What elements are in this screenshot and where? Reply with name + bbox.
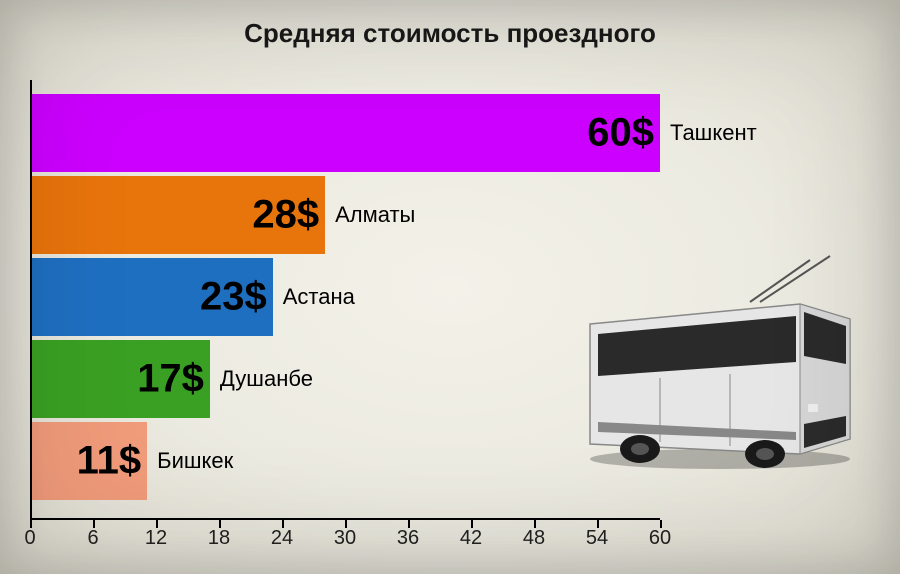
bar-value-label: 28$ — [252, 193, 319, 238]
x-tick-label: 48 — [523, 527, 545, 550]
x-tick-label: 36 — [397, 527, 419, 550]
x-tick-label: 12 — [145, 527, 167, 550]
bar-value-label: 11$ — [77, 439, 142, 484]
bar-city-label: Душанбе — [220, 366, 313, 392]
bar-row: 60$Ташкент — [32, 94, 660, 172]
bar-value-label: 17$ — [137, 357, 204, 402]
x-tick-label: 24 — [271, 527, 293, 550]
bar-city-label: Алматы — [335, 202, 415, 228]
chart-title: Средняя стоимость проездного — [0, 18, 900, 49]
bar-city-label: Ташкент — [670, 120, 757, 146]
trolleybus-icon — [550, 254, 870, 474]
bar-value-label: 60$ — [587, 111, 654, 156]
x-tick-label: 60 — [649, 527, 671, 550]
bar-value-label: 23$ — [200, 275, 267, 320]
x-tick-label: 42 — [460, 527, 482, 550]
x-tick-label: 0 — [24, 527, 35, 550]
bar-city-label: Астана — [283, 284, 355, 310]
x-tick-label: 6 — [87, 527, 98, 550]
bar-city-label: Бишкек — [157, 448, 233, 474]
bar — [32, 94, 660, 172]
x-tick-label: 18 — [208, 527, 230, 550]
chart-canvas: Средняя стоимость проездного 60$Ташкент2… — [0, 0, 900, 574]
x-tick-label: 30 — [334, 527, 356, 550]
x-tick-label: 54 — [586, 527, 608, 550]
bar-row: 28$ Алматы — [32, 176, 660, 254]
